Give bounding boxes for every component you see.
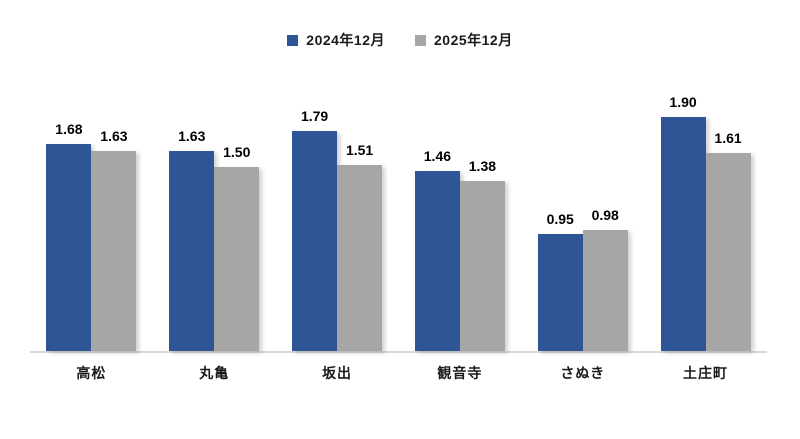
category-label: 丸亀 <box>199 365 230 381</box>
data-label: 0.95 <box>546 211 574 228</box>
legend-label-2025: 2025年12月 <box>434 32 513 48</box>
bar-slot: 1.63 <box>91 127 137 351</box>
bar-series-1 <box>292 130 338 351</box>
category-group: 1.90 1.61 <box>644 94 767 351</box>
bar-slot: 1.79 <box>292 107 338 351</box>
bar-series-2 <box>337 165 383 351</box>
bar-slot: 1.68 <box>46 121 92 351</box>
data-label: 1.46 <box>423 148 452 165</box>
bar-slot: 1.61 <box>705 129 751 351</box>
legend-item-2025: 2025年12月 <box>415 30 513 50</box>
data-label: 1.61 <box>714 129 742 146</box>
bar-series-1 <box>414 171 460 351</box>
category-label: さぬき <box>560 365 606 381</box>
category-label: 土庄町 <box>683 365 729 381</box>
bar-slot: 1.63 <box>169 127 215 351</box>
bar-series-1 <box>46 144 92 351</box>
data-label: 1.51 <box>345 142 374 159</box>
data-label: 0.98 <box>591 207 619 224</box>
data-label: 1.63 <box>100 127 128 144</box>
data-label: 1.79 <box>300 107 329 124</box>
bar-series-2 <box>459 181 505 351</box>
bar-slot: 0.95 <box>537 211 583 351</box>
bars-area: 1.68 1.63 1.63 1.50 1.79 1.51 1.46 1.38 0.95 0.98… <box>30 94 767 353</box>
bar-slot: 1.46 <box>414 148 460 351</box>
category-group: 0.95 0.98 <box>521 207 644 351</box>
data-label: 1.63 <box>178 127 206 144</box>
category-group: 1.79 1.51 <box>276 108 399 351</box>
data-label: 1.90 <box>669 94 697 111</box>
legend-label-2024: 2024年12月 <box>306 32 385 48</box>
bar-series-1 <box>169 150 215 351</box>
legend-item-2024: 2024年12月 <box>287 30 385 50</box>
bar-series-2 <box>582 230 628 351</box>
data-label: 1.50 <box>223 143 251 160</box>
bar-slot: 1.90 <box>660 94 706 351</box>
data-label: 1.38 <box>468 158 497 175</box>
category-label: 高松 <box>76 365 107 381</box>
legend-marker-2025-icon <box>415 34 426 46</box>
category-group: 1.68 1.63 <box>30 121 153 351</box>
category-label: 観音寺 <box>437 365 483 381</box>
chart-legend: 2024年12月 2025年12月 <box>0 30 800 50</box>
category-axis: 高松 丸亀 坂出 観音寺 さぬき 土庄町 <box>30 363 767 383</box>
category-label: 坂出 <box>322 365 353 381</box>
plot-area: 1.68 1.63 1.63 1.50 1.79 1.51 1.46 1.38 0.95 0.98… <box>30 94 767 383</box>
legend-marker-2024-icon <box>287 34 299 46</box>
category-group: 1.63 1.50 <box>153 128 276 351</box>
bar-slot: 1.51 <box>337 142 383 351</box>
bar-series-1 <box>660 117 706 351</box>
bar-series-2 <box>91 150 137 351</box>
bar-slot: 0.98 <box>582 207 628 351</box>
bar-series-2 <box>705 152 751 351</box>
bar-slot: 1.50 <box>214 143 260 351</box>
bar-series-2 <box>214 166 260 351</box>
bar-series-1 <box>537 234 583 351</box>
bar-slot: 1.38 <box>459 158 505 351</box>
category-group: 1.46 1.38 <box>398 148 521 351</box>
data-label: 1.68 <box>55 121 83 138</box>
